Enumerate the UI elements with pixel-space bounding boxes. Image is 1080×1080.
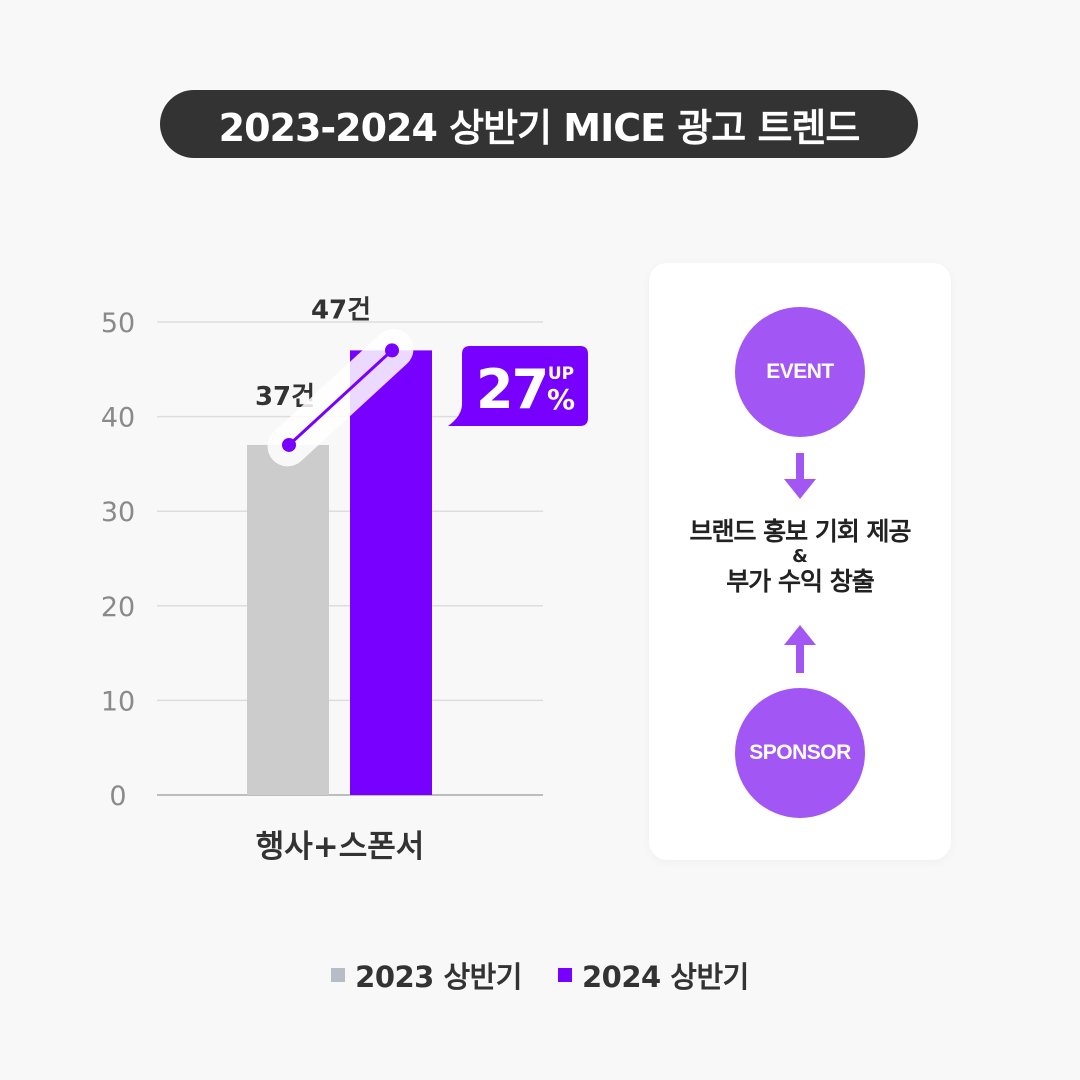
page-title: 2023-2024 상반기 MICE 광고 트렌드 [160,90,918,158]
y-tick-label-40: 40 [101,403,135,434]
legend-swatch-2023 [331,968,346,982]
y-tick-label-30: 30 [101,497,135,528]
legend-swatch-2024 [558,968,572,982]
sponsor-circle: SPONSOR [735,688,865,818]
benefit-ampersand: & [792,546,808,567]
bar-2024 [350,350,432,795]
benefit-line-2: 부가 수익 창출 [726,567,874,596]
x-category-label: 행사+스폰서 [256,829,425,865]
y-tick-label-10: 10 [101,686,135,717]
trend-point-2023 [282,437,296,452]
info-card: EVENT 브랜드 홍보 기회 제공 & 부가 수익 창출 SPONSOR [649,263,951,860]
bar-2023 [247,444,329,795]
badge-up: UP [548,364,574,384]
increase-badge [448,346,588,426]
event-circle: EVENT [735,307,865,437]
benefit-text: 브랜드 홍보 기회 제공 & 부가 수익 창출 [649,517,951,597]
legend-item-2023: 2023 상반기 [331,954,522,996]
y-tick-label-20: 20 [101,592,135,623]
benefit-line-1: 브랜드 홍보 기회 제공 [689,517,911,546]
y-tick-label-50: 50 [101,308,135,339]
badge-number: 27 [476,358,547,421]
arrow-up-icon [784,625,816,673]
legend-label-2023: 2023 상반기 [355,960,522,994]
y-tick-label-0: 0 [109,781,126,812]
trend-point-2024 [385,343,399,358]
badge-percent: % [547,383,575,416]
legend-label-2024: 2024 상반기 [582,960,749,994]
legend-item-2024: 2024 상반기 [558,954,749,996]
chart-legend: 2023 상반기 2024 상반기 [0,950,1080,1000]
arrow-down-icon [784,453,816,499]
data-label-2024: 47건 [311,295,371,325]
trend-connector-line [287,349,394,447]
